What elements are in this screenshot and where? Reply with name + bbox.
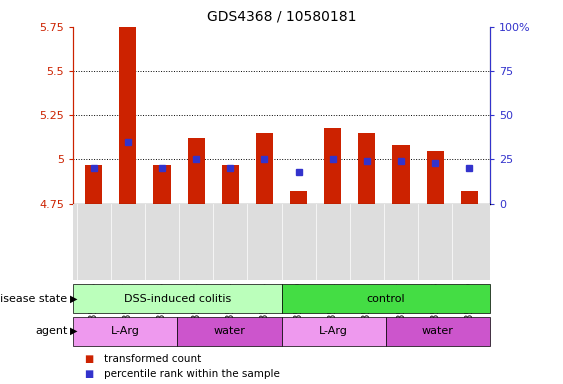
Text: ▶: ▶	[70, 293, 78, 304]
Bar	[461, 191, 478, 204]
Bar	[282, 317, 386, 346]
Text: disease state: disease state	[0, 293, 68, 304]
Bar	[73, 317, 177, 346]
Text: water: water	[422, 326, 454, 336]
Text: percentile rank within the sample: percentile rank within the sample	[104, 369, 280, 379]
Bar	[177, 317, 282, 346]
Bar	[324, 127, 341, 204]
Bar	[358, 133, 376, 204]
Text: DSS-induced colitis: DSS-induced colitis	[124, 293, 231, 304]
Bar	[73, 284, 282, 313]
Bar	[154, 165, 171, 204]
Bar	[282, 284, 490, 313]
Text: GDS4368 / 10580181: GDS4368 / 10580181	[207, 10, 356, 23]
Text: water: water	[213, 326, 245, 336]
Bar	[427, 151, 444, 204]
Bar	[222, 165, 239, 204]
Bar	[386, 317, 490, 346]
Bar	[119, 27, 136, 204]
Text: ■: ■	[84, 354, 93, 364]
Text: agent: agent	[35, 326, 68, 336]
Bar	[187, 138, 205, 204]
Text: transformed count: transformed count	[104, 354, 202, 364]
Text: control: control	[367, 293, 405, 304]
Bar	[392, 145, 409, 204]
Bar	[256, 133, 273, 204]
Text: L-Arg: L-Arg	[319, 326, 348, 336]
Text: ▶: ▶	[70, 326, 78, 336]
Text: ■: ■	[84, 369, 93, 379]
Bar	[290, 191, 307, 204]
Text: L-Arg: L-Arg	[111, 326, 140, 336]
Bar	[85, 165, 102, 204]
